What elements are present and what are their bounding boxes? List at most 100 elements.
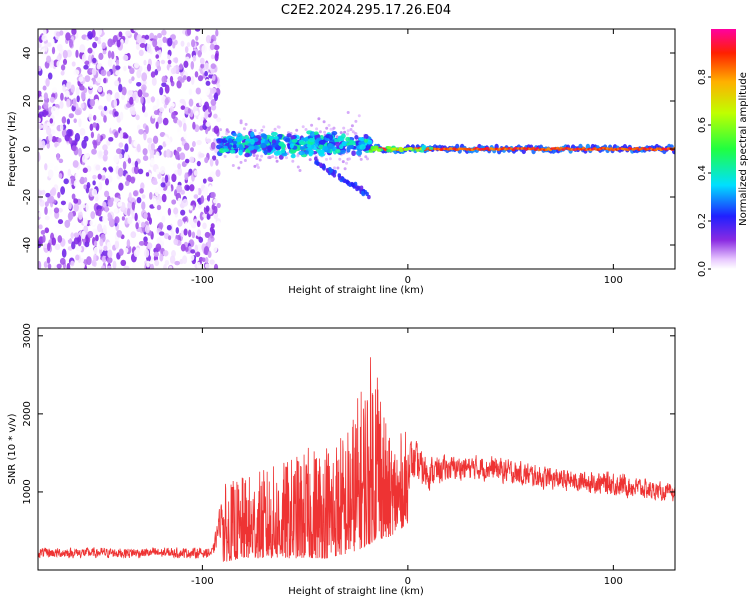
heatmap-cell xyxy=(173,207,179,215)
heatmap-cell xyxy=(73,198,79,204)
heatmap-x-tick-label: -100 xyxy=(191,275,214,286)
heatmap-cell xyxy=(48,133,53,142)
heatmap-cell xyxy=(87,47,93,54)
heatmap-cell xyxy=(376,148,382,152)
heatmap-cell xyxy=(354,135,359,140)
heatmap-cell xyxy=(148,217,153,225)
heatmap-cell xyxy=(81,54,87,63)
heatmap-cell xyxy=(133,249,140,258)
heatmap-cell xyxy=(304,150,309,155)
heatmap-cell xyxy=(205,121,211,127)
heatmap-cell xyxy=(126,239,131,249)
heatmap-cell xyxy=(199,57,205,65)
heatmap-y-tick-label: -20 xyxy=(22,189,33,205)
heatmap-cell xyxy=(158,231,165,236)
heatmap-cell xyxy=(114,216,120,224)
heatmap-cell xyxy=(210,87,217,94)
heatmap-cell xyxy=(260,128,264,132)
heatmap-cell xyxy=(60,70,65,76)
heatmap-cell xyxy=(238,149,243,156)
heatmap-cell xyxy=(122,190,127,200)
heatmap-cell xyxy=(68,113,74,119)
heatmap-cell xyxy=(123,134,129,139)
heatmap-cell xyxy=(102,144,108,151)
heatmap-cell xyxy=(183,132,187,140)
heatmap-cell xyxy=(183,142,190,151)
heatmap-cell xyxy=(106,70,111,77)
heatmap-cell xyxy=(142,148,148,156)
heatmap-cell xyxy=(66,118,71,125)
heatmap-cell xyxy=(296,165,300,169)
heatmap-cell xyxy=(71,61,76,67)
heatmap-cell xyxy=(232,143,237,149)
heatmap-cell xyxy=(253,129,257,133)
heatmap-cell xyxy=(78,147,82,157)
heatmap-cell xyxy=(221,139,228,144)
heatmap-cell xyxy=(114,111,119,117)
heatmap-cell xyxy=(232,132,237,137)
heatmap-cell xyxy=(93,240,98,247)
heatmap-cell xyxy=(328,157,332,161)
heatmap-cell xyxy=(113,197,120,203)
heatmap-cell xyxy=(404,147,409,151)
heatmap-cell xyxy=(41,140,46,149)
heatmap-cell xyxy=(284,137,291,143)
heatmap-cell xyxy=(301,125,305,129)
heatmap-cell xyxy=(325,157,328,161)
heatmap-cell xyxy=(142,80,147,86)
heatmap-cell xyxy=(209,158,214,167)
heatmap-cell xyxy=(327,143,335,149)
heatmap-cell xyxy=(110,197,115,203)
heatmap-cell xyxy=(155,151,160,159)
heatmap-cell xyxy=(216,138,222,144)
heatmap-cell xyxy=(184,172,189,181)
heatmap-cell xyxy=(68,137,73,145)
heatmap-cell xyxy=(210,223,215,229)
heatmap-cell xyxy=(172,42,176,49)
heatmap-cell xyxy=(169,255,176,264)
heatmap-cell xyxy=(58,172,63,179)
heatmap-cell xyxy=(317,117,321,121)
heatmap-cell xyxy=(66,262,71,269)
heatmap-cell xyxy=(50,38,55,46)
heatmap-cell xyxy=(117,167,124,177)
heatmap-cell xyxy=(97,223,103,233)
heatmap-cell xyxy=(189,184,195,192)
snr-y-axis-label: SNR (10 * v/v) xyxy=(7,413,18,484)
heatmap-cell xyxy=(124,143,129,153)
heatmap-cell xyxy=(103,115,107,123)
heatmap-cell xyxy=(154,187,160,197)
heatmap-cell xyxy=(131,76,135,82)
heatmap-cell xyxy=(346,132,349,136)
heatmap-cell xyxy=(156,65,162,72)
heatmap-cell xyxy=(141,72,148,82)
heatmap-cell xyxy=(118,142,124,148)
heatmap-cell xyxy=(186,29,192,36)
heatmap-cell xyxy=(196,139,202,146)
heatmap-cell xyxy=(47,263,52,269)
heatmap-cell xyxy=(65,32,71,41)
heatmap-cell xyxy=(96,208,102,217)
heatmap-cell xyxy=(328,134,334,141)
heatmap-cell xyxy=(176,80,182,89)
heatmap-cell xyxy=(408,147,413,151)
snr-frame xyxy=(37,327,676,571)
heatmap-cell xyxy=(44,206,48,215)
heatmap-cell xyxy=(72,160,79,168)
heatmap-cell xyxy=(107,50,112,59)
heatmap-cell xyxy=(161,193,167,203)
heatmap-cell xyxy=(244,122,248,126)
heatmap-cell xyxy=(215,29,219,37)
heatmap-cell xyxy=(182,122,187,132)
heatmap-cell xyxy=(140,221,146,228)
heatmap-cell xyxy=(345,161,348,165)
heatmap-cell xyxy=(204,62,209,71)
heatmap-cell xyxy=(90,211,96,220)
heatmap-cell xyxy=(334,141,341,147)
heatmap-cell xyxy=(205,205,210,212)
heatmap-cell xyxy=(211,155,217,161)
heatmap-cell xyxy=(213,125,220,134)
heatmap-cell xyxy=(125,103,132,108)
heatmap-marks xyxy=(38,29,675,269)
heatmap-cell xyxy=(152,198,157,208)
